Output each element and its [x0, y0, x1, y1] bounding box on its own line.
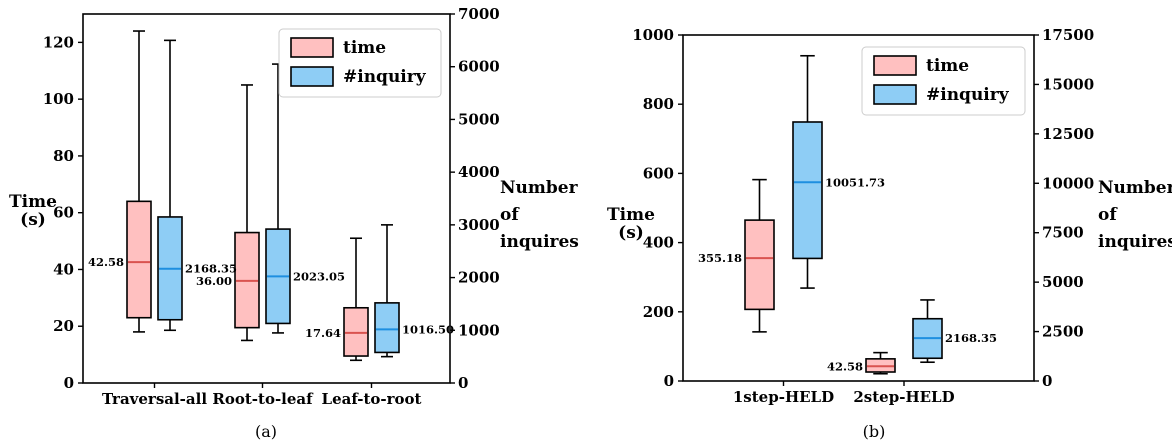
- right-axis-tick-label: 7000: [458, 5, 500, 23]
- right-axis-title: inquires: [500, 232, 579, 252]
- median-label-inquiry: 10051.73: [825, 175, 885, 189]
- right-axis-tick-label: 4000: [458, 163, 500, 181]
- plot-frame: [82, 13, 451, 384]
- panel-caption: (b): [863, 422, 886, 441]
- left-axis-title: Time: [9, 192, 57, 212]
- right-axis-tick-label: 6000: [458, 58, 500, 76]
- left-axis-title: Time: [607, 205, 655, 225]
- legend-label: time: [343, 38, 386, 58]
- legend-swatch-inquiry: [290, 66, 334, 87]
- legend-swatch-time: [290, 37, 334, 58]
- x-axis-category-label: Root-to-leaf: [212, 390, 314, 408]
- panel-b: 0200400600800100002500500075001000012500…: [607, 26, 1172, 441]
- x-axis-category-label: 2step-HELD: [853, 388, 954, 406]
- x-axis-category-label: Traversal-all: [102, 390, 207, 408]
- legend: time #inquiry: [861, 46, 1026, 116]
- panel-caption: (a): [255, 422, 277, 441]
- x-axis-category-label: 1step-HELD: [733, 388, 834, 406]
- plot-frame: [682, 34, 1035, 382]
- median-label-inquiry: 2168.35: [945, 331, 997, 345]
- right-axis-tick-label: 1000: [458, 321, 500, 339]
- right-axis-tick-label: 0: [1042, 372, 1052, 390]
- left-axis-tick-label: 40: [53, 260, 74, 278]
- left-axis-tick-label: 20: [53, 317, 74, 335]
- right-axis-tick-label: 2000: [458, 269, 500, 287]
- left-axis-tick-label: 200: [643, 303, 674, 321]
- left-axis-title: (s): [20, 210, 46, 230]
- left-axis-tick-label: 0: [664, 372, 674, 390]
- box-inquiry: [374, 302, 400, 354]
- panel-a: 0 20 40 60 80 100 120 0 1000 2000 3000 4000 5000 6000…: [9, 5, 579, 441]
- right-axis-tick-label: 2500: [1042, 323, 1084, 341]
- median-label-inquiry: 2023.05: [293, 269, 345, 283]
- legend-label: #inquiry: [926, 85, 1010, 105]
- box-time: [126, 200, 152, 319]
- right-axis-title: Number: [1098, 178, 1172, 198]
- median-label-inquiry: 1016.50: [402, 322, 454, 336]
- median-label-inquiry: 2168.35: [185, 262, 237, 276]
- left-axis-title: (s): [618, 223, 644, 243]
- left-axis-tick-label: 1000: [632, 26, 674, 44]
- box-inquiry: [792, 121, 823, 260]
- right-axis-tick-label: 5000: [1042, 273, 1084, 291]
- right-axis-title: of: [500, 205, 520, 225]
- legend-swatch-inquiry: [873, 84, 917, 105]
- right-axis-title: Number: [500, 178, 579, 198]
- x-axis-category-label: Leaf-to-root: [322, 390, 422, 408]
- box-time: [744, 219, 775, 311]
- median-label-time: 36.00: [196, 274, 232, 288]
- left-axis-tick-label: 800: [643, 95, 674, 113]
- left-axis-tick-label: 120: [43, 33, 74, 51]
- legend-label: #inquiry: [343, 67, 427, 87]
- right-axis-tick-label: 3000: [458, 216, 500, 234]
- right-axis-tick-label: 0: [458, 374, 468, 392]
- left-axis-tick-label: 60: [53, 204, 74, 222]
- median-label-time: 42.58: [88, 255, 124, 269]
- left-axis-tick-label: 400: [643, 234, 674, 252]
- legend: time #inquiry: [278, 28, 442, 98]
- left-axis-tick-label: 0: [64, 374, 74, 392]
- right-axis-title: of: [1098, 205, 1118, 225]
- right-axis-tick-label: 15000: [1042, 75, 1094, 93]
- right-axis-title: inquires: [1098, 232, 1172, 252]
- right-axis-tick-label: 12500: [1042, 125, 1094, 143]
- median-label-time: 17.64: [305, 326, 341, 340]
- box-time: [343, 306, 369, 357]
- left-axis-tick-label: 80: [53, 147, 74, 165]
- right-axis-tick-label: 7500: [1042, 224, 1084, 242]
- right-axis-tick-label: 17500: [1042, 26, 1094, 44]
- left-axis-tick-label: 600: [643, 164, 674, 182]
- left-axis-tick-label: 100: [43, 90, 74, 108]
- legend-swatch-time: [873, 55, 917, 76]
- right-axis-tick-label: 5000: [458, 110, 500, 128]
- median-label-time: 355.18: [698, 251, 742, 265]
- median-label-time: 42.58: [827, 359, 863, 373]
- legend-label: time: [926, 56, 969, 76]
- right-axis-tick-label: 10000: [1042, 174, 1094, 192]
